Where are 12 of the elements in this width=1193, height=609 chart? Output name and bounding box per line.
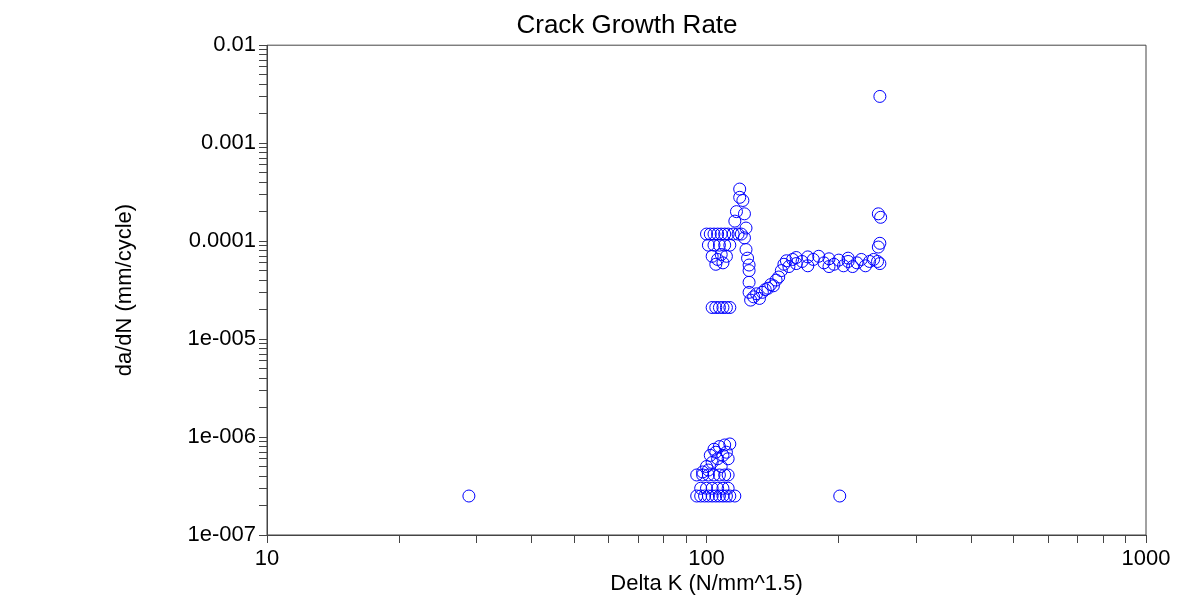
- y-tick-label: 1e-005: [187, 325, 256, 351]
- y-axis-title: da/dN (mm/cycle): [111, 203, 137, 377]
- y-tick-label: 0.001: [200, 129, 256, 155]
- y-tick-label: 1e-007: [187, 521, 256, 547]
- chart-title: Crack Growth Rate: [516, 8, 738, 39]
- y-tick-label: 1e-006: [187, 423, 256, 449]
- x-tick-label: 1000: [1121, 545, 1171, 571]
- y-tick-label: 0.01: [213, 31, 256, 57]
- x-axis-title: Delta K (N/mm^1.5): [610, 569, 803, 595]
- x-tick-label: 10: [254, 545, 280, 571]
- x-tick-label: 100: [688, 545, 725, 571]
- y-tick-label: 0.0001: [188, 227, 256, 253]
